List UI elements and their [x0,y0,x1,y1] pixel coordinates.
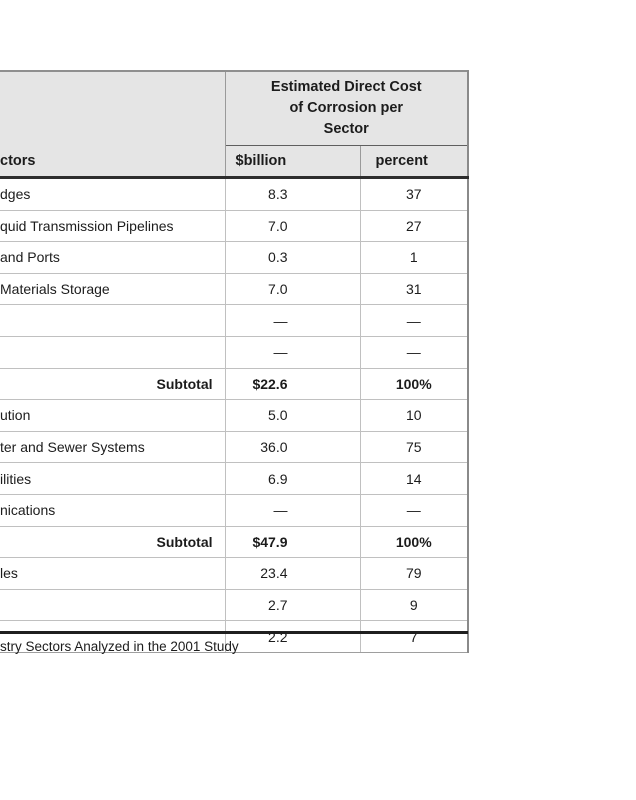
billion-value: — [224,494,360,527]
billion-value: 7.0 [224,273,360,306]
table-row: nications — — [0,494,468,527]
billion-value: — [224,336,360,369]
table-row: Materials Storage 7.0 31 [0,273,468,306]
sector-label [0,336,225,369]
subtotal-percent-value: 100% [359,526,468,559]
sector-label: Materials Storage [0,273,225,306]
billion-value: 23.4 [224,557,360,590]
subtotal-billion-value: $22.6 [224,368,360,401]
percent-value: — [359,494,468,527]
subtotal-row: Subtotal $47.9 100% [0,526,468,559]
billion-value: 7.0 [224,210,360,243]
caption-rule [0,631,468,634]
billion-value: — [224,304,360,337]
percent-value: 75 [359,431,468,464]
title-line-1: Estimated Direct Cost [270,79,422,95]
subtotal-label: Subtotal [0,526,225,559]
subtotal-percent-value: 100% [359,368,468,401]
sector-label [0,304,225,337]
percent-value: 10 [359,399,468,432]
sector-label [0,589,225,622]
sector-label [0,620,225,653]
percent-value: 37 [359,177,468,211]
sector-label: quid Transmission Pipelines [0,210,225,243]
column-header-percent: percent [359,145,468,179]
subtotal-row: Subtotal $22.6 100% [0,368,468,401]
sector-label: nications [0,494,225,527]
table-caption: stry Sectors Analyzed in the 2001 Study [0,639,239,654]
subtotal-label: Subtotal [0,368,225,401]
percent-value: 79 [359,557,468,590]
table-row: ution 5.0 10 [0,399,468,432]
percent-value: 7 [359,620,468,653]
billion-value: 6.9 [224,462,360,495]
percent-value: 9 [359,589,468,622]
percent-value: 27 [359,210,468,243]
sector-label: les [0,557,225,590]
billion-value: 2.7 [224,589,360,622]
table-row: ilities 6.9 14 [0,462,468,495]
billion-value: 5.0 [224,399,360,432]
title-line-2: of Corrosion per [289,100,404,116]
table-row: — — [0,304,468,337]
percent-value: 14 [359,462,468,495]
table-row: dges 8.3 37 [0,177,468,211]
subtotal-billion-value: $47.9 [224,526,360,559]
sector-label: and Ports [0,241,225,274]
percent-value: — [359,336,468,369]
table-row: quid Transmission Pipelines 7.0 27 [0,210,468,243]
billion-value: 8.3 [224,177,360,211]
table-subheader-row: $billion percent [0,145,468,179]
table-row: les 23.4 79 [0,557,468,590]
table-header-title: Estimated Direct Cost of Corrosion per S… [225,71,468,146]
table-row: 2.2 7 [0,620,468,653]
sector-column-header: ctors [0,71,226,179]
column-header-billion: $billion [225,145,360,179]
billion-value: 0.3 [224,241,360,274]
billion-value: 36.0 [224,431,360,464]
sector-label: ter and Sewer Systems [0,431,225,464]
table-row: ter and Sewer Systems 36.0 75 [0,431,468,464]
billion-value: 2.2 [224,620,360,653]
corrosion-cost-table: ctors Estimated Direct Cost of Corrosion… [0,70,469,653]
sector-label: dges [0,177,225,211]
sector-cost-table: ctors Estimated Direct Cost of Corrosion… [0,70,469,653]
table-row: — — [0,336,468,369]
sector-label: ilities [0,462,225,495]
table-header-title-row: ctors Estimated Direct Cost of Corrosion… [0,71,468,179]
percent-value: 31 [359,273,468,306]
table-row: 2.7 9 [0,589,468,622]
sector-label: ution [0,399,225,432]
percent-value: — [359,304,468,337]
percent-value: 1 [359,241,468,274]
title-line-3: Sector [323,121,369,137]
table-row: and Ports 0.3 1 [0,241,468,274]
